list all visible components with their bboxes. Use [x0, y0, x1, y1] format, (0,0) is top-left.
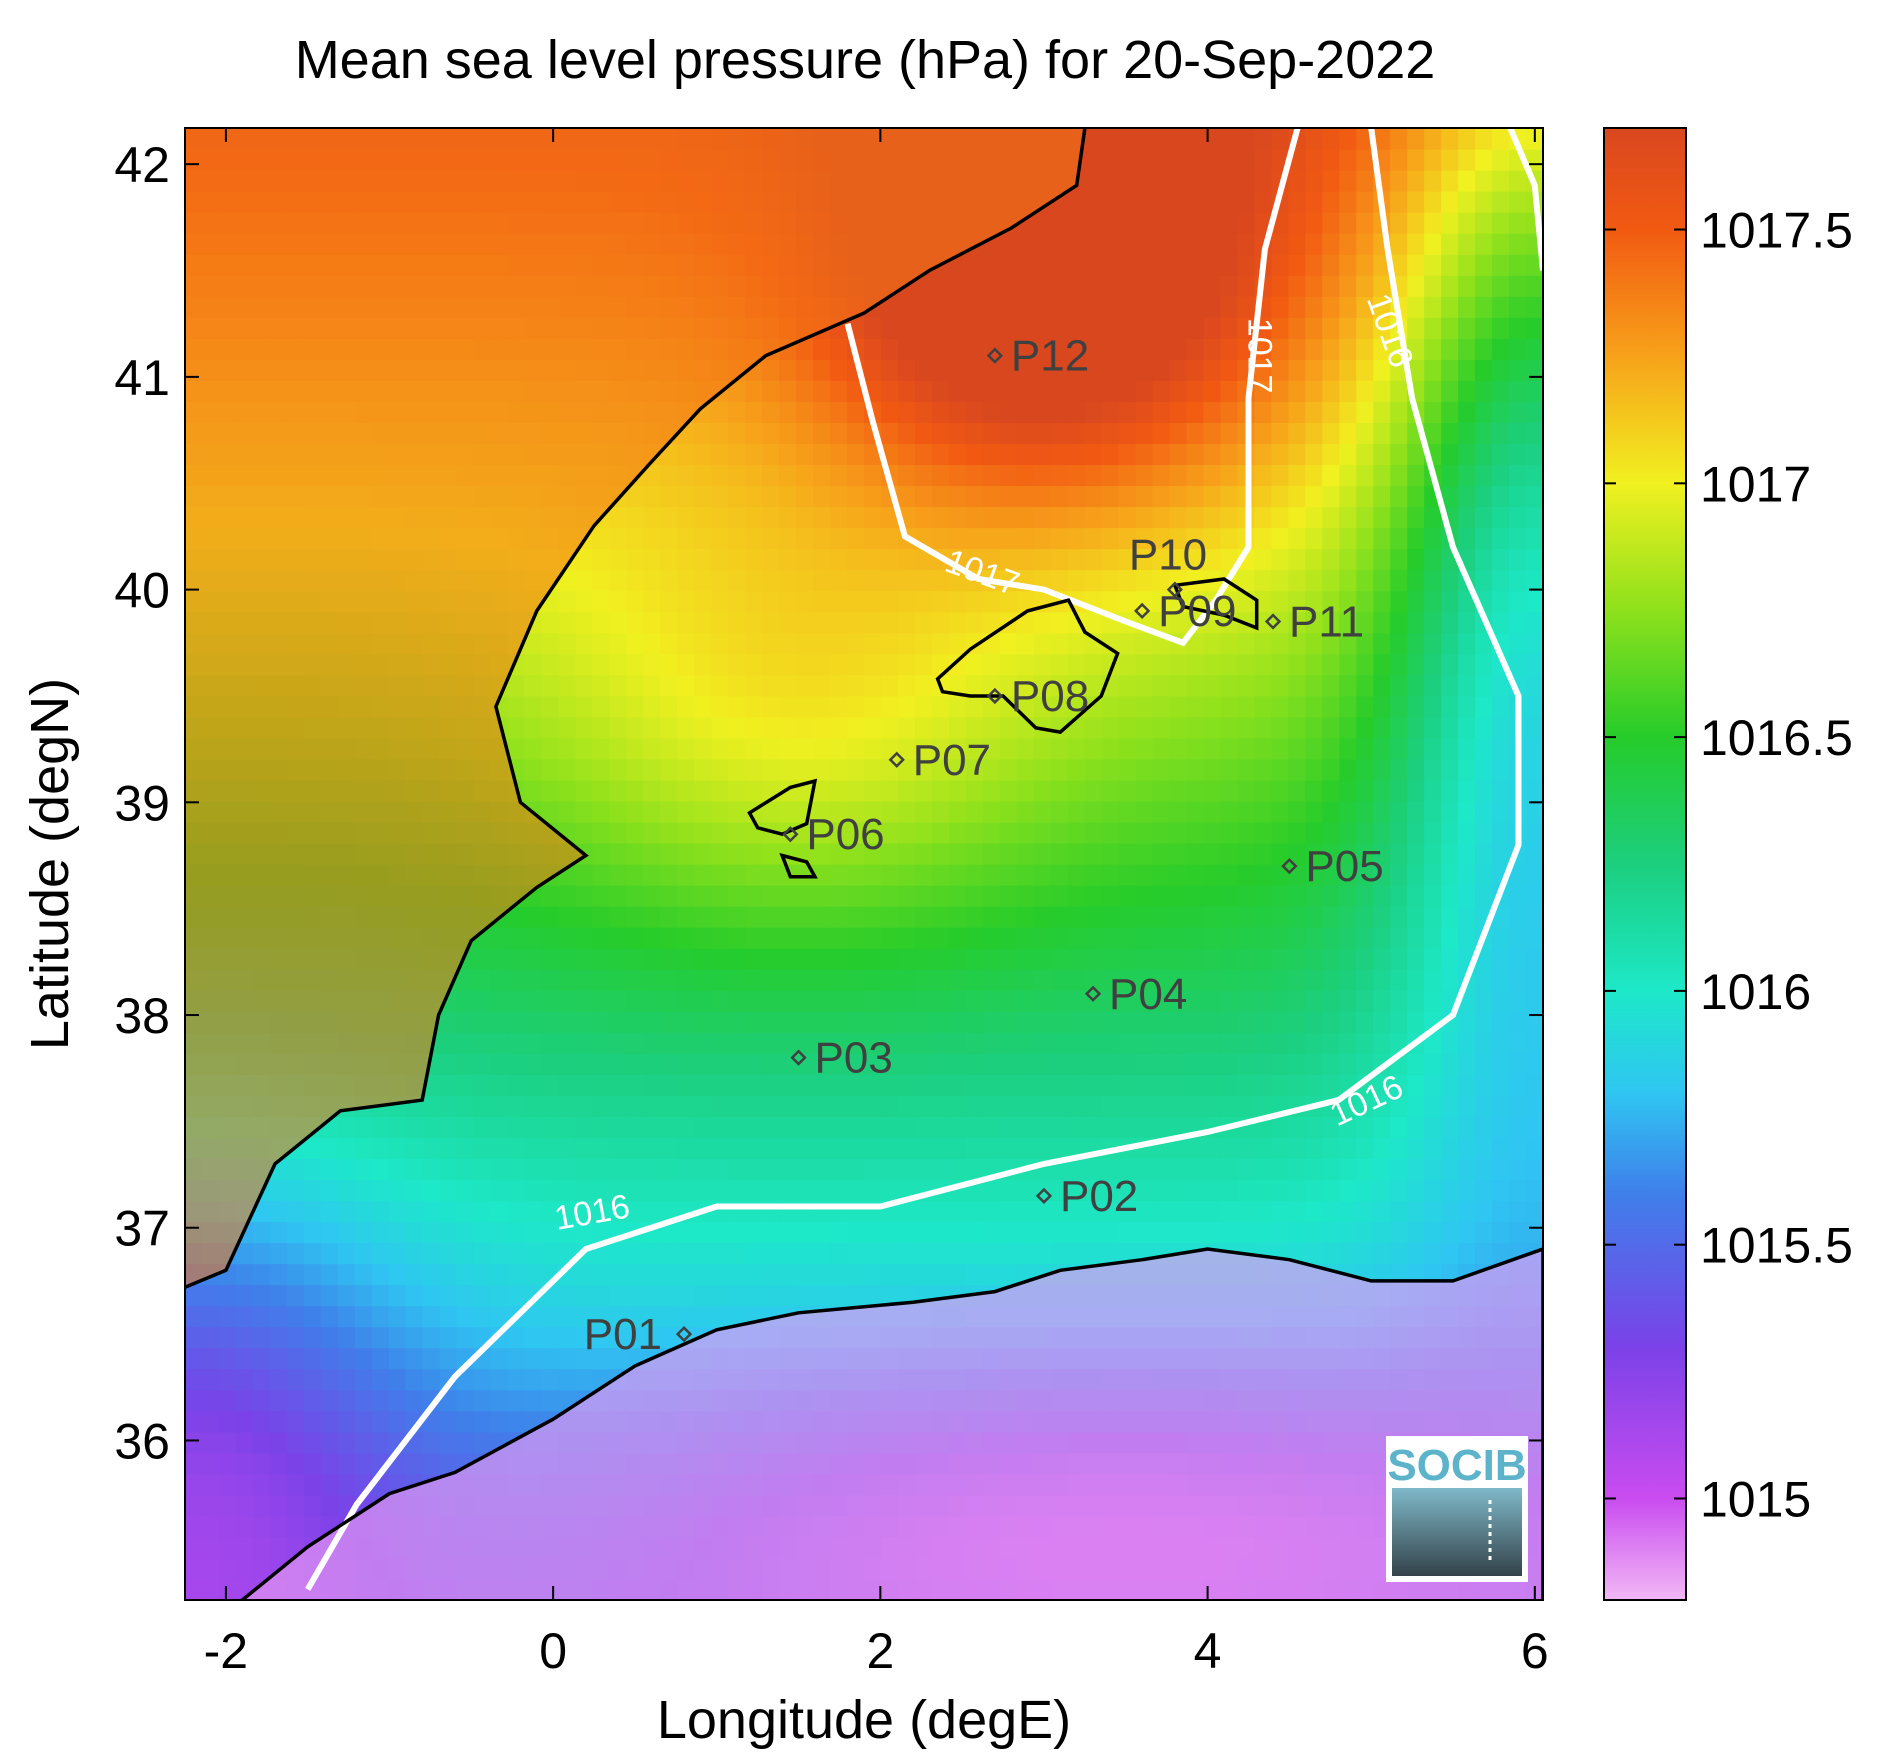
station-label: P06 — [806, 810, 884, 859]
y-tick-label: 36 — [114, 1413, 170, 1469]
station-marker-p05 — [1281, 857, 1298, 875]
socib-logo: SOCIB — [1386, 1436, 1528, 1582]
station-marker-p09 — [1134, 602, 1151, 619]
station-marker-p06 — [782, 826, 799, 843]
y-axis-label: Latitude (degN) — [20, 678, 80, 1050]
contour-label: 1017 — [1240, 318, 1278, 394]
logo-text: SOCIB — [1387, 1441, 1526, 1490]
x-axis-label: Longitude (degE) — [657, 1690, 1071, 1750]
station-marker-p12 — [986, 347, 1004, 364]
colorbar-scale — [1603, 127, 1687, 1601]
station-label: P11 — [1289, 598, 1364, 647]
contour-line — [1507, 128, 1543, 271]
station-marker-p11 — [1264, 613, 1282, 630]
colorbar-tick-label: 1016 — [1700, 964, 1811, 1020]
x-axis-ticks: -2 0 2 4 6 — [204, 128, 1549, 1679]
station-marker-p10 — [1166, 581, 1183, 598]
station-label: P01 — [584, 1310, 662, 1359]
y-tick-label: 42 — [114, 137, 170, 193]
island-outline — [1172, 577, 1259, 631]
island-outline — [935, 598, 1120, 734]
y-tick-label: 39 — [114, 775, 170, 831]
station-label: P08 — [1011, 672, 1089, 721]
island-outline — [779, 852, 818, 879]
y-tick-label: 40 — [114, 563, 170, 619]
colorbar-tick-label: 1015.5 — [1700, 1218, 1853, 1274]
contour-line — [844, 128, 1301, 647]
y-tick-label: 37 — [114, 1201, 170, 1257]
x-tick-label: 4 — [1194, 1623, 1222, 1679]
station-marker-p04 — [1084, 985, 1102, 1002]
x-tick-label: 2 — [866, 1623, 894, 1679]
station-marker-p02 — [1035, 1187, 1053, 1204]
station-label: P09 — [1158, 587, 1236, 636]
station-marker-p07 — [888, 751, 905, 768]
coastline — [238, 1247, 1543, 1600]
colorbar-tick-label: 1016.5 — [1700, 710, 1853, 766]
chart-title: Mean sea level pressure (hPa) for 20-Sep… — [295, 30, 1436, 90]
station-label: P07 — [913, 736, 991, 785]
x-tick-label: 0 — [539, 1623, 567, 1679]
station-marker-p03 — [790, 1049, 807, 1066]
x-tick-label: 6 — [1521, 1623, 1549, 1679]
x-tick-label: -2 — [204, 1623, 248, 1679]
station-label: P05 — [1305, 842, 1383, 891]
colorbar-tick-label: 1017 — [1700, 456, 1811, 512]
contour-line — [305, 128, 1522, 1591]
y-axis-ticks: 36 37 38 39 40 41 42 — [114, 137, 1543, 1469]
y-tick-label: 38 — [114, 988, 170, 1044]
station-marker-p01 — [675, 1325, 693, 1343]
coastline — [185, 128, 1087, 1289]
colorbar: 1015 1015.5 1016 1016.5 1017 1017.5 — [1603, 127, 1853, 1601]
station-label: P12 — [1011, 332, 1089, 381]
island-outline — [747, 778, 818, 837]
station-label: P02 — [1060, 1172, 1138, 1221]
station-label: P03 — [815, 1034, 893, 1083]
station-label: P10 — [1129, 531, 1207, 580]
map-frame — [184, 127, 1544, 1601]
colorbar-tick-label: 1017.5 — [1700, 203, 1853, 259]
y-tick-label: 41 — [114, 350, 170, 406]
station-marker-p08 — [986, 687, 1004, 705]
colorbar-tick-label: 1015 — [1700, 1471, 1811, 1527]
station-label: P04 — [1109, 970, 1187, 1019]
